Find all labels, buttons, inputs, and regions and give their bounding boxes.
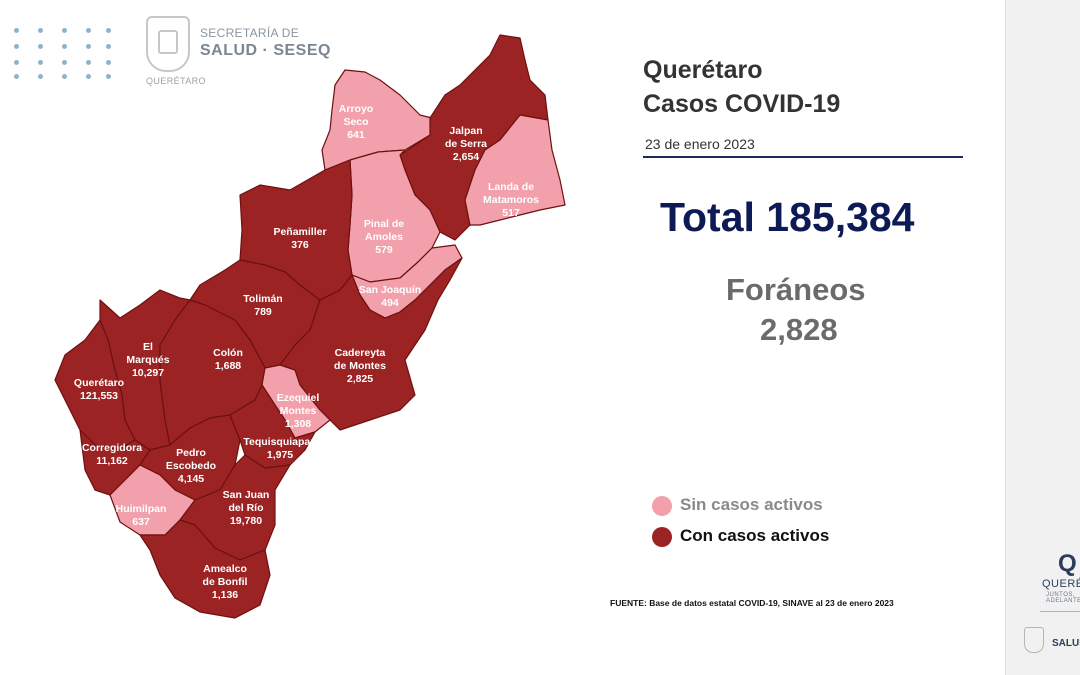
seseq-logo: SECRETARÍA DE SALUD · SESEQ QUERÉTARO bbox=[146, 16, 346, 88]
label-tequis: Tequisquiapan 1,975 bbox=[243, 436, 316, 461]
legend-no-active-label: Sin casos activos bbox=[680, 495, 823, 514]
label-cadereyta: Cadereyta de Montes 2,825 bbox=[334, 347, 386, 385]
legend-swatch-no-active bbox=[652, 495, 672, 516]
org-name-top: SECRETARÍA DE bbox=[200, 26, 300, 40]
label-amealco: Amealco de Bonfil 1,136 bbox=[203, 563, 248, 601]
label-huimilpan: Huimilpan 637 bbox=[116, 503, 167, 528]
region-landa bbox=[464, 114, 566, 226]
label-pedro: Pedro Escobedo 4,145 bbox=[166, 447, 216, 485]
total-cases: Total 185,384 bbox=[660, 194, 915, 240]
org-name-main: SALUD · SESEQ bbox=[200, 42, 331, 59]
title-divider bbox=[643, 156, 963, 158]
source-note: FUENTE: Base de datos estatal COVID-19, … bbox=[610, 598, 894, 608]
label-marques: El Marqués 10,297 bbox=[126, 341, 169, 379]
label-sanjoaquin: San Joaquín 494 bbox=[359, 284, 421, 309]
label-pinal: Pinal de Amoles 579 bbox=[364, 218, 404, 256]
foraneos-value: 2,828 bbox=[760, 312, 838, 347]
label-corregidora: Corregidora 11,162 bbox=[82, 442, 142, 467]
state-shield-icon bbox=[146, 16, 190, 72]
label-penamiller: Peñamiller 376 bbox=[273, 226, 326, 251]
label-jalpan: Jalpan de Serra 2,654 bbox=[445, 125, 487, 163]
label-ezequiel: Ezequiel Montes 1,308 bbox=[277, 392, 320, 430]
label-arroyo-seco: Arroyo Seco 641 bbox=[339, 103, 373, 141]
label-queretaro: Querétaro 121,553 bbox=[74, 377, 124, 402]
queretaro-brand-tagline: JUNTOS, ADELANTE bbox=[1046, 592, 1080, 604]
legend-swatch-active bbox=[652, 526, 672, 547]
brand-divider bbox=[1040, 611, 1080, 612]
report-date: 23 de enero 2023 bbox=[645, 136, 755, 152]
salud-shield-icon bbox=[1024, 627, 1044, 653]
legend-active-label: Con casos activos bbox=[680, 526, 830, 545]
queretaro-brand-name: QUERÉTARO bbox=[1042, 578, 1080, 590]
region-amealco bbox=[139, 519, 271, 619]
legend-no-active: Sin casos activos bbox=[652, 495, 823, 516]
legend-active: Con casos activos bbox=[652, 526, 829, 547]
label-landa: Landa de Matamoros 517 bbox=[483, 181, 539, 219]
region-arroyo-seco bbox=[321, 69, 433, 171]
salud-brand: SALUD bbox=[1052, 638, 1080, 649]
label-toliman: Tolimán 789 bbox=[243, 293, 282, 318]
right-side-panel bbox=[1005, 0, 1080, 675]
decorative-dot-grid bbox=[14, 28, 114, 88]
title-line-1: Querétaro bbox=[643, 56, 763, 84]
org-name-sub: QUERÉTARO bbox=[146, 76, 206, 86]
foraneos-label: Foráneos bbox=[726, 272, 866, 307]
label-sanjuan: San Juan del Río 19,780 bbox=[223, 489, 270, 527]
queretaro-brand-letter: Q bbox=[1058, 550, 1077, 577]
title-line-2: Casos COVID-19 bbox=[643, 90, 841, 118]
label-colon: Colón 1,688 bbox=[213, 347, 243, 372]
